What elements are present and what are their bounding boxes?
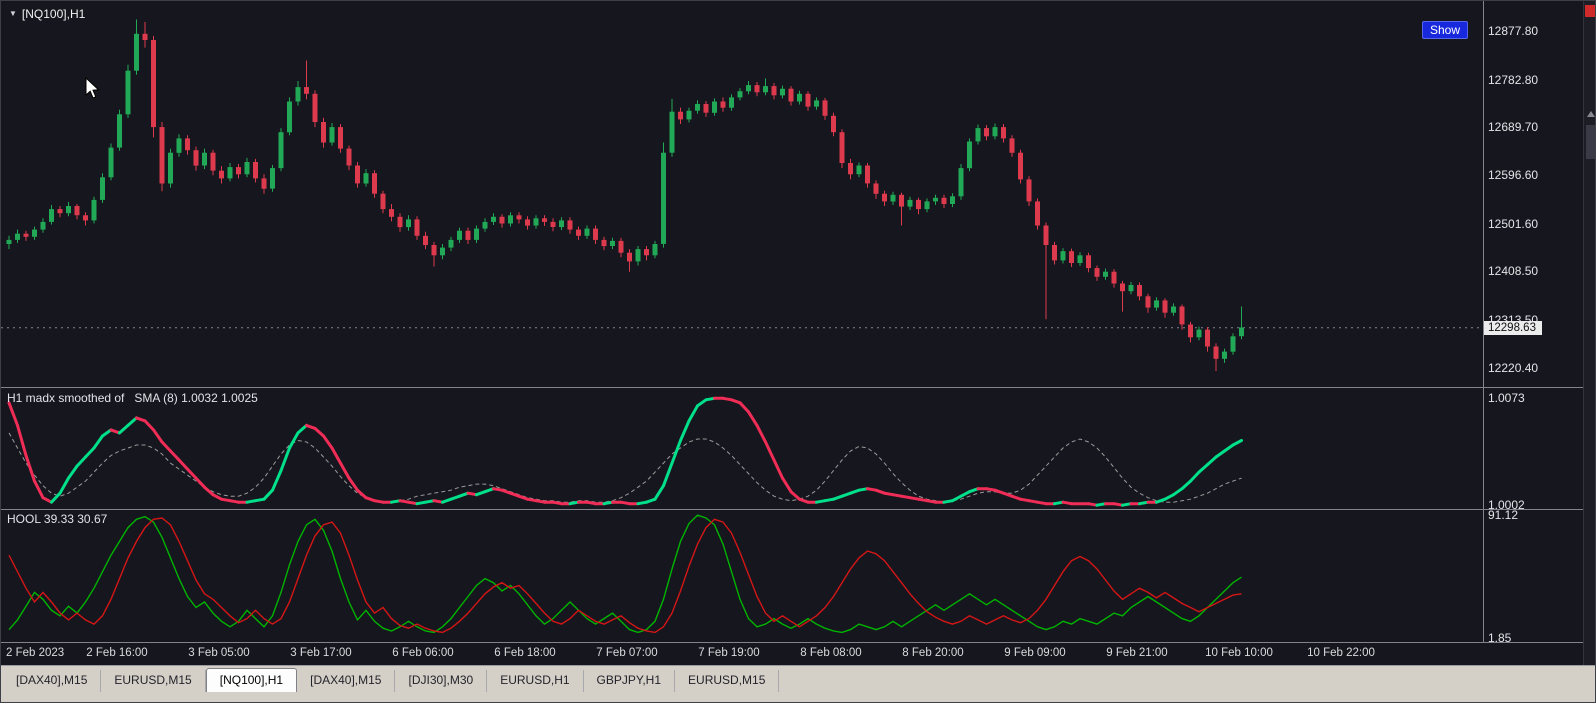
panel-separator: [1, 642, 1595, 643]
panel-separator[interactable]: [1, 387, 1595, 388]
panel-separator[interactable]: [1, 509, 1595, 510]
chart-tab-gbpjpy-h1[interactable]: GBPJPY,H1: [584, 670, 676, 692]
time-axis-label: 6 Feb 18:00: [494, 647, 556, 659]
hool-indicator-label: HOOL 39.33 30.67: [7, 512, 108, 526]
time-axis-label: 8 Feb 08:00: [800, 647, 862, 659]
chart-tab-dax40-m15[interactable]: [DAX40],M15: [3, 670, 102, 692]
time-axis-label: 2 Feb 2023: [6, 647, 65, 659]
chart-tab-eurusd-m15[interactable]: EURUSD,M15: [675, 670, 780, 692]
madx-axis-max: 1.0073: [1488, 391, 1525, 405]
price-plot[interactable]: [1, 1, 1483, 387]
price-axis-label: 12689.70: [1488, 120, 1539, 135]
hool-plot[interactable]: [1, 509, 1483, 642]
price-axis-label: 12877.80: [1488, 23, 1539, 38]
price-axis[interactable]: 1.0073 1.0002 91.12 1.85 12298.63 12877.…: [1484, 1, 1583, 645]
price-axis-label: 12501.60: [1488, 216, 1539, 231]
scroll-up-arrow-icon[interactable]: [1587, 111, 1595, 117]
chart-tab-row: [DAX40],M15 EURUSD,M15 [NQ100],H1 [DAX40],M…: [3, 668, 1595, 692]
chart-tab-bar: [DAX40],M15 EURUSD,M15 [NQ100],H1 [DAX40],M…: [1, 665, 1595, 702]
madx-plot[interactable]: [1, 387, 1483, 509]
time-axis-label: 9 Feb 21:00: [1106, 647, 1168, 659]
mouse-cursor: [85, 77, 100, 99]
vertical-scrollbar[interactable]: [1583, 1, 1595, 665]
scrollbar-thumb[interactable]: [1586, 125, 1595, 159]
chart-tab-dax40-m15[interactable]: [DAX40],M15: [297, 670, 396, 692]
hool-axis-min: 1.85: [1488, 631, 1512, 645]
time-axis-label: 10 Feb 22:00: [1307, 647, 1375, 659]
chart-tab-nq100-h1[interactable]: [NQ100],H1: [205, 668, 298, 692]
time-axis-label: 8 Feb 20:00: [902, 647, 964, 659]
time-axis-label: 3 Feb 05:00: [188, 647, 250, 659]
time-axis-label: 6 Feb 06:00: [392, 647, 454, 659]
time-axis-label: 7 Feb 07:00: [596, 647, 658, 659]
time-axis-label: 9 Feb 09:00: [1004, 647, 1066, 659]
chart-symbol-chip: ▼ [NQ100],H1: [9, 7, 85, 21]
chart-symbol-label: [NQ100],H1: [21, 7, 86, 21]
time-axis-label: 10 Feb 10:00: [1205, 647, 1273, 659]
chart-menu-icon[interactable]: ▼: [9, 9, 17, 18]
time-axis-label: 3 Feb 17:00: [290, 647, 352, 659]
price-axis-label: 12220.40: [1488, 360, 1539, 375]
hool-axis-max: 91.12: [1488, 508, 1519, 522]
price-axis-label: 12408.50: [1488, 264, 1539, 279]
red-indicator: [1585, 5, 1595, 17]
time-axis-label: 7 Feb 19:00: [698, 647, 760, 659]
show-button[interactable]: Show: [1422, 21, 1469, 39]
chart-tab-dji30-m30[interactable]: [DJI30],M30: [395, 670, 488, 692]
madx-indicator-label: H1 madx smoothed of SMA (8) 1.0032 1.002…: [7, 391, 258, 405]
price-axis-label: 12596.60: [1488, 167, 1539, 182]
current-price-tag: 12298.63: [1484, 320, 1542, 335]
chart-tab-eurusd-m15[interactable]: EURUSD,M15: [101, 670, 206, 692]
madx-axis-min: 1.0002: [1488, 498, 1525, 512]
price-axis-label: 12782.80: [1488, 72, 1539, 87]
price-axis-separator: [1483, 1, 1484, 642]
time-axis-label: 2 Feb 16:00: [86, 647, 148, 659]
chart-tab-eurusd-h1[interactable]: EURUSD,H1: [487, 670, 584, 692]
time-axis[interactable]: 2 Feb 2023 2 Feb 16:00 3 Feb 05:00 3 Feb 17…: [1, 642, 1483, 665]
